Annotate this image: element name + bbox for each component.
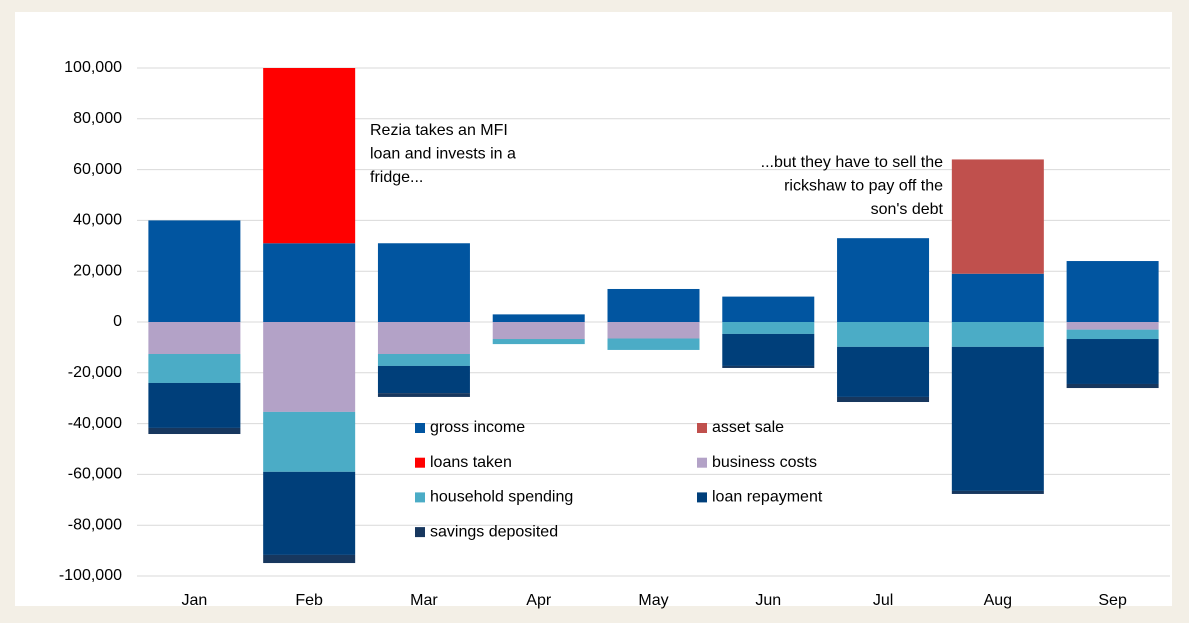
y-tick-label: 80,000 (73, 110, 122, 127)
legend-label: loan repayment (712, 489, 823, 506)
bar-segment (263, 243, 356, 322)
x-tick-label: Aug (984, 592, 1012, 609)
bar-segment (377, 243, 470, 322)
bar-segment (722, 296, 815, 322)
y-tick-label: -60,000 (68, 466, 122, 483)
legend-swatch (415, 423, 425, 433)
legend-label: savings deposited (430, 523, 558, 540)
legend-label: loans taken (430, 454, 512, 471)
bar-segment (263, 471, 356, 555)
bar-segment (951, 346, 1044, 491)
bar-segment (377, 354, 470, 366)
x-tick-label: Jan (181, 592, 207, 609)
bar-segment (1066, 261, 1159, 322)
y-tick-label: 100,000 (64, 59, 122, 76)
y-tick-label: -20,000 (68, 364, 122, 381)
bar-segment (263, 411, 356, 472)
bar-segment (1066, 383, 1159, 389)
bar-segment (263, 554, 356, 564)
y-tick-label: 0 (113, 313, 122, 330)
y-tick-label: -100,000 (59, 567, 122, 584)
bar-segment (377, 393, 470, 397)
legend-swatch (415, 492, 425, 503)
bar-segment (607, 322, 700, 339)
bar-segment (377, 322, 470, 355)
annotation: Rezia takes an MFI (370, 122, 508, 139)
x-tick-label: Jun (755, 592, 781, 609)
annotation: ...but they have to sell the (761, 154, 943, 171)
legend-label: business costs (712, 454, 817, 471)
y-tick-label: -80,000 (68, 516, 122, 533)
x-tick-label: Feb (295, 592, 323, 609)
bar-segment (148, 382, 241, 428)
bar-segment (951, 159, 1044, 274)
legend-label: gross income (430, 419, 525, 436)
bar-segment (148, 427, 241, 435)
legend-label: asset sale (712, 419, 784, 436)
bar-segment (492, 339, 585, 345)
x-tick-label: Apr (526, 592, 552, 609)
x-tick-label: Sep (1098, 592, 1127, 609)
legend-label: household spending (430, 489, 573, 506)
bar-segment (722, 333, 815, 366)
legend-swatch (697, 457, 707, 468)
annotation: loan and invests in a (370, 146, 516, 163)
annotation: son's debt (871, 201, 944, 218)
bar-segment (951, 322, 1044, 347)
legend-swatch (697, 423, 707, 433)
bar-segment (722, 365, 815, 368)
y-tick-label: -40,000 (68, 415, 122, 432)
bar-segment (148, 322, 241, 355)
bar-segment (1066, 322, 1159, 330)
y-tick-label: 20,000 (73, 262, 122, 279)
bar-segment (837, 322, 930, 347)
x-tick-label: May (638, 592, 668, 609)
bar-segment (1066, 339, 1159, 384)
legend-swatch (697, 492, 707, 503)
bar-segment (607, 288, 700, 322)
bar-segment (263, 322, 356, 412)
bar-segment (148, 354, 241, 383)
x-tick-label: Jul (873, 592, 893, 609)
bar-segment (951, 273, 1044, 322)
bar-segment (492, 322, 585, 340)
bar-segment (837, 396, 930, 403)
annotation: rickshaw to pay off the (784, 178, 943, 195)
bar-segment (263, 68, 356, 244)
bar-segment (837, 238, 930, 322)
legend-swatch (415, 457, 425, 468)
legend-swatch (415, 527, 425, 538)
bar-segment (492, 314, 585, 322)
bar-segment (1066, 329, 1159, 340)
annotation: fridge... (370, 169, 423, 186)
bar-segment (607, 338, 700, 350)
bar-segment (377, 365, 470, 394)
bar-segment (148, 220, 241, 322)
y-tick-label: 40,000 (73, 212, 122, 229)
bar-segment (951, 490, 1044, 494)
bar-segment (722, 322, 815, 334)
x-tick-label: Mar (410, 592, 438, 609)
y-tick-label: 60,000 (73, 161, 122, 178)
bar-segment (837, 346, 930, 397)
